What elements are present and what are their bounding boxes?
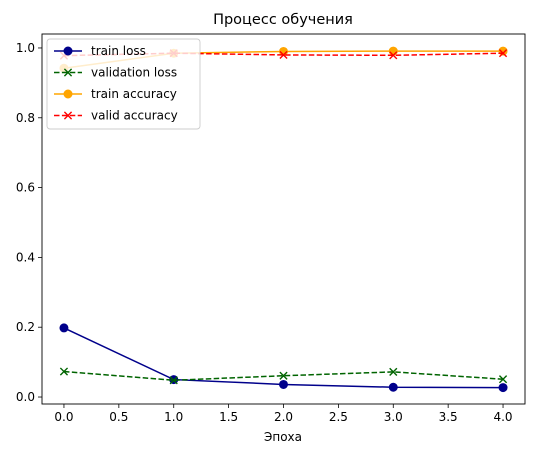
x-tick-label: 1.0 <box>164 410 183 424</box>
data-point <box>279 371 288 380</box>
data-point <box>279 50 288 60</box>
x-tick-label: 0.0 <box>54 410 73 424</box>
legend-box <box>46 38 201 130</box>
y-tick-label: 0.4 <box>16 250 35 264</box>
data-point <box>389 367 398 376</box>
y-tick-label: 0.8 <box>16 111 35 125</box>
legend-entry: train accuracy <box>54 87 177 101</box>
data-point <box>498 375 508 384</box>
data-point <box>498 383 508 393</box>
legend: train loss validation loss train accuracy v… <box>46 38 201 130</box>
data-point <box>388 382 398 392</box>
legend-label: train loss <box>91 44 146 58</box>
x-tick-label: 4.0 <box>493 410 512 424</box>
legend-label: validation loss <box>91 66 177 80</box>
y-tick-label: 1.0 <box>16 41 35 55</box>
legend-entry: valid accuracy <box>54 109 178 123</box>
legend-marker <box>63 89 73 99</box>
legend-marker <box>63 46 73 56</box>
data-point <box>59 367 69 376</box>
series-validation-loss <box>59 367 508 385</box>
data-point <box>498 49 508 58</box>
y-tick-label: 0.6 <box>16 181 35 195</box>
legend-entry: validation loss <box>54 66 177 80</box>
legend-marker <box>63 111 73 120</box>
x-tick-label: 3.0 <box>384 410 403 424</box>
data-point <box>389 51 398 60</box>
legend-entry: train loss <box>54 44 146 58</box>
data-point <box>388 46 398 56</box>
series-line-validation-loss <box>63 370 504 382</box>
x-tick-label: 2.5 <box>329 410 348 424</box>
x-axis-label: Эпоха <box>264 430 302 444</box>
x-tick-label: 2.0 <box>274 410 293 424</box>
chart-title: Процесс обучения <box>213 12 353 28</box>
y-tick-label: 0.0 <box>16 390 35 404</box>
data-point <box>59 323 69 333</box>
y-tick-label: 0.2 <box>16 320 35 334</box>
data-point <box>169 376 178 385</box>
legend-marker <box>63 68 73 77</box>
x-tick-label: 0.5 <box>109 410 128 424</box>
data-point <box>279 379 288 389</box>
legend-label: valid accuracy <box>91 109 178 123</box>
series-train-loss <box>59 323 508 393</box>
legend-label: train accuracy <box>91 87 177 101</box>
x-tick-label: 1.5 <box>219 410 238 424</box>
series-line-train-loss <box>63 327 504 389</box>
x-tick-label: 3.5 <box>439 410 458 424</box>
